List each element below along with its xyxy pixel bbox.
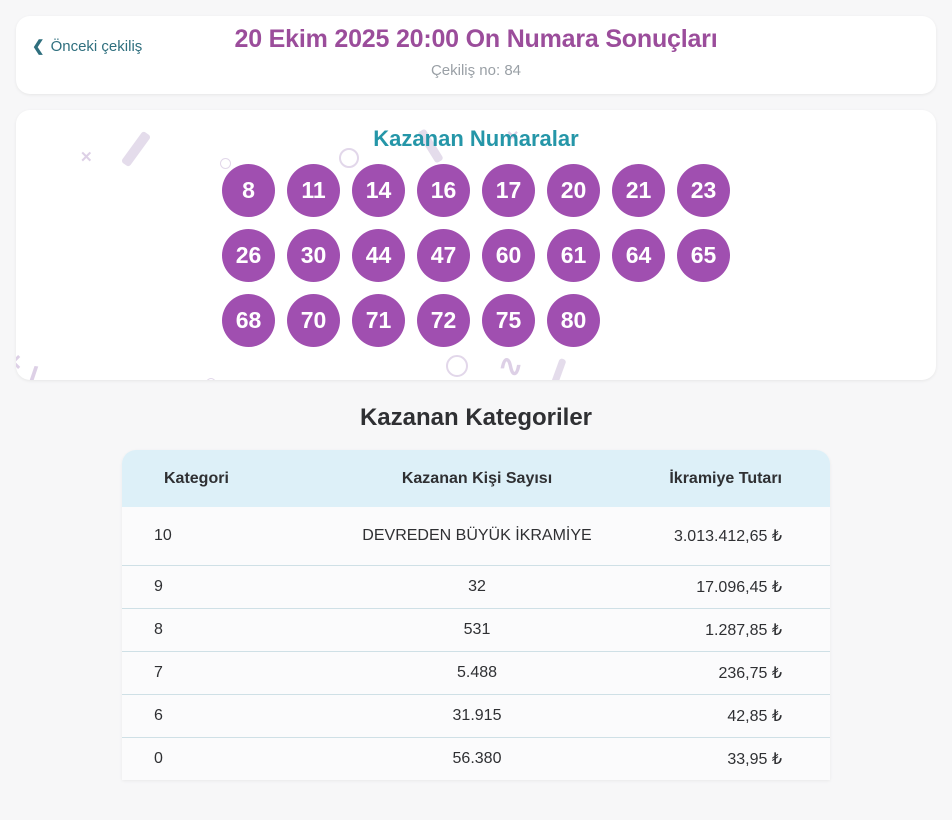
draw-number: Çekiliş no: 84 <box>430 62 522 79</box>
number-ball: 8 <box>222 164 275 217</box>
cell-winners: DEVREDEN BÜYÜK İKRAMİYE <box>337 507 617 566</box>
previous-draw-label: Önceki çekiliş <box>50 38 143 55</box>
previous-draw-link[interactable]: ❮ Önceki çekiliş <box>32 38 142 55</box>
ball-row: 8 11 14 16 17 20 21 23 <box>16 164 936 217</box>
number-ball: 60 <box>482 229 535 282</box>
table-body: 10 DEVREDEN BÜYÜK İKRAMİYE 3.013.412,65 … <box>122 507 830 780</box>
cell-category: 8 <box>122 608 337 652</box>
number-ball: 75 <box>482 294 535 347</box>
confetti-ring-2 <box>446 355 468 377</box>
categories-title: Kazanan Kategoriler <box>359 404 593 431</box>
number-ball: 30 <box>287 229 340 282</box>
column-header-category: Kategori <box>122 450 337 507</box>
number-ball: 26 <box>222 229 275 282</box>
number-ball: 68 <box>222 294 275 347</box>
cell-winners: 31.915 <box>337 694 617 738</box>
table-row: 9 32 17.096,45 ₺ <box>122 565 830 609</box>
cell-category: 0 <box>122 737 337 780</box>
cell-prize: 17.096,45 ₺ <box>617 565 830 609</box>
number-ball: 80 <box>547 294 600 347</box>
cell-winners-text: DEVREDEN BÜYÜK İKRAMİYE <box>362 526 592 544</box>
winning-numbers-card: ✕ ✕ ✕ / ∿ Kazanan Numaralar 8 11 14 16 1… <box>16 110 936 380</box>
cell-winners: 32 <box>337 565 617 609</box>
number-ball: 14 <box>352 164 405 217</box>
cell-winners: 531 <box>337 608 617 652</box>
number-ball: 65 <box>677 229 730 282</box>
cell-prize: 42,85 ₺ <box>617 694 830 738</box>
confetti-slash-1: / <box>25 359 40 380</box>
cell-prize: 33,95 ₺ <box>617 737 830 780</box>
number-ball: 71 <box>352 294 405 347</box>
number-ball: 23 <box>677 164 730 217</box>
column-header-winners: Kazanan Kişi Sayısı <box>337 450 617 507</box>
column-header-prize: İkramiye Tutarı <box>617 450 830 507</box>
cell-prize: 3.013.412,65 ₺ <box>617 507 830 566</box>
ball-row: 68 70 71 72 75 80 <box>16 294 936 347</box>
ball-row: 26 30 44 47 60 61 64 65 <box>16 229 936 282</box>
cell-category: 10 <box>122 507 337 566</box>
confetti-zigzag-1: ∿ <box>498 350 524 381</box>
number-ball: 64 <box>612 229 665 282</box>
number-ball: 72 <box>417 294 470 347</box>
winning-numbers-title: Kazanan Numaralar <box>373 126 579 151</box>
cell-prize: 236,75 ₺ <box>617 651 830 695</box>
table-head: Kategori Kazanan Kişi Sayısı İkramiye Tu… <box>122 450 830 507</box>
number-ball: 61 <box>547 229 600 282</box>
chevron-left-icon: ❮ <box>32 38 45 55</box>
table-row: 0 56.380 33,95 ₺ <box>122 737 830 780</box>
cell-winners: 5.488 <box>337 651 617 695</box>
table-header-row: Kategori Kazanan Kişi Sayısı İkramiye Tu… <box>122 450 830 507</box>
table-row: 8 531 1.287,85 ₺ <box>122 608 830 652</box>
number-ball: 20 <box>547 164 600 217</box>
table-row: 6 31.915 42,85 ₺ <box>122 694 830 738</box>
categories-table: Kategori Kazanan Kişi Sayısı İkramiye Tu… <box>122 450 830 780</box>
cell-category: 9 <box>122 565 337 609</box>
categories-table-card: Kategori Kazanan Kişi Sayısı İkramiye Tu… <box>122 450 830 780</box>
confetti-star-1: ✕ <box>80 149 93 166</box>
number-ball: 21 <box>612 164 665 217</box>
table-row: 7 5.488 236,75 ₺ <box>122 651 830 695</box>
cell-prize: 1.287,85 ₺ <box>617 608 830 652</box>
cell-category: 7 <box>122 651 337 695</box>
table-row: 10 DEVREDEN BÜYÜK İKRAMİYE 3.013.412,65 … <box>122 507 830 566</box>
winning-numbers-grid: 8 11 14 16 17 20 21 23 26 30 44 47 60 61… <box>16 164 936 347</box>
number-ball: 16 <box>417 164 470 217</box>
number-ball: 44 <box>352 229 405 282</box>
confetti-ring-small-2 <box>206 378 216 380</box>
confetti-bar-3 <box>548 357 567 380</box>
header-card: ❮ Önceki çekiliş 20 Ekim 2025 20:00 On N… <box>16 16 936 94</box>
number-ball: 47 <box>417 229 470 282</box>
number-ball: 70 <box>287 294 340 347</box>
number-ball: 17 <box>482 164 535 217</box>
number-ball: 11 <box>287 164 340 217</box>
cell-winners: 56.380 <box>337 737 617 780</box>
cell-category: 6 <box>122 694 337 738</box>
confetti-star-3: ✕ <box>16 352 22 374</box>
page-title: 20 Ekim 2025 20:00 On Numara Sonuçları <box>234 25 718 53</box>
